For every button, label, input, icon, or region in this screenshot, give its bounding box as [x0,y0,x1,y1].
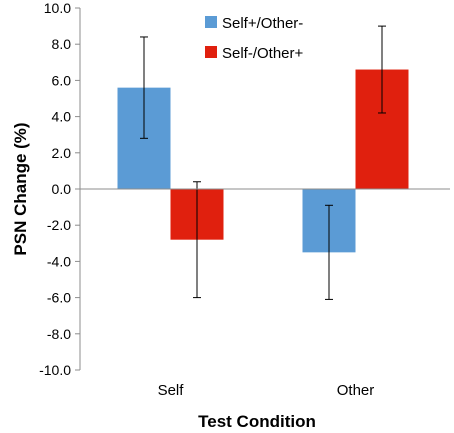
x-axis-categories: Self Other [158,382,375,399]
legend-swatch [205,16,217,28]
legend-label: Self+/Other- [222,15,303,32]
y-tick-label: 4.0 [52,109,72,125]
bars [117,69,409,253]
x-category-label: Self [158,382,185,399]
y-tick-label: -4.0 [47,253,71,269]
y-axis-ticks: 10.0 8.0 6.0 4.0 2.0 0.0 -2.0 -4.0 -6.0 -8.0 -10.0 [39,0,80,378]
y-axis-title: PSN Change (%) [11,122,30,255]
x-category-label: Other [337,382,375,399]
error-bars [140,25,386,300]
x-axis-title: Test Condition [198,412,316,431]
y-tick-label: -10.0 [39,362,71,378]
y-tick-label: 8.0 [52,36,72,52]
legend-swatch [205,46,217,58]
y-tick-label: 6.0 [52,72,72,88]
y-tick-label: 2.0 [52,145,72,161]
legend-label: Self-/Other+ [222,45,304,62]
y-tick-label: 0.0 [52,181,72,197]
y-tick-label: -6.0 [47,290,71,306]
legend: Self+/Other- Self-/Other+ [205,15,304,62]
y-tick-label: -2.0 [47,217,71,233]
y-tick-label: -8.0 [47,326,71,342]
y-tick-label: 10.0 [44,0,71,16]
